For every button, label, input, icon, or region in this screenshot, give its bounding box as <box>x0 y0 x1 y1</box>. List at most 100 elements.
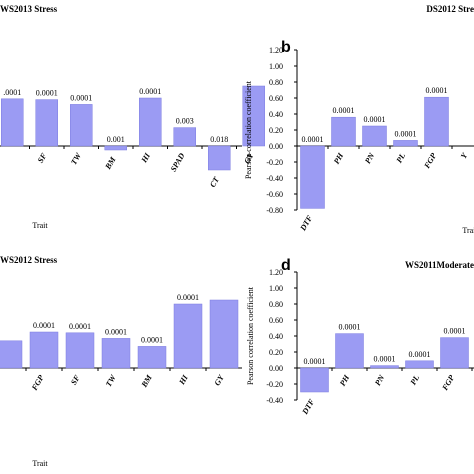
chart-d-data-label: 0.0001 <box>339 323 361 332</box>
chart-c-category-label: SF <box>69 373 82 387</box>
chart-b-category-label: Y <box>459 151 470 161</box>
chart-a-bar <box>173 127 196 147</box>
chart-d-bar <box>335 333 364 369</box>
chart-b-category-label: PL <box>395 151 408 164</box>
chart-a-data-label: 0.0001 <box>70 93 92 102</box>
chart-d-y-axis-label: Pearson correlation coefficient <box>246 286 255 385</box>
chart-d-data-label: 0.0001 <box>409 350 431 359</box>
chart-c-data-label: 0.0001 <box>69 322 91 331</box>
chart-c-bar <box>101 338 131 369</box>
chart-d-category-label: FGP <box>440 373 456 392</box>
chart-c-data-label: 0.0001 <box>141 335 163 344</box>
chart-b-panel-letter: b <box>281 39 291 56</box>
chart-c-bar <box>29 331 59 369</box>
chart-b-category-label: DTF <box>298 213 315 233</box>
chart-a-bar <box>70 104 93 147</box>
chart-b-bar <box>424 96 449 147</box>
chart-a-category-label: TW <box>69 151 83 167</box>
chart-a-data-label: 0.0001 <box>139 87 161 96</box>
chart-b-data-label: 0.0001 <box>395 129 417 138</box>
chart-d-panel-letter: d <box>281 257 291 274</box>
chart-a-bar <box>35 99 58 147</box>
chart-d-y-tick-label: 1.00 <box>269 284 283 293</box>
chart-b-y-tick-label: -0.60 <box>266 190 283 199</box>
chart-d-y-tick-label: 0.40 <box>269 332 283 341</box>
chart-d-y-tick-label: 1.20 <box>269 268 283 277</box>
chart-b-data-label: 0.0001 <box>364 115 386 124</box>
chart-b-y-tick-label: 1.00 <box>269 62 283 71</box>
chart-a-data-label: 0.003 <box>176 117 194 126</box>
chart-a-bar <box>1 98 24 147</box>
chart-d-category-label: DTF <box>300 397 317 417</box>
chart-a-bar <box>139 97 162 147</box>
chart-b-bar <box>362 125 387 147</box>
chart-b-y-tick-label: 0.00 <box>269 142 283 151</box>
chart-c-data-label: 0.0001 <box>33 321 55 330</box>
chart-b-data-label: 0.0001 <box>302 135 324 144</box>
chart-a-category-label: CT <box>208 175 221 189</box>
chart-a-data-label: 0.0001 <box>36 89 58 98</box>
chart-a-title: WS2013 Stress <box>0 4 58 14</box>
chart-d-y-tick-label: -0.20 <box>266 380 283 389</box>
chart-d-category-label: PL <box>409 373 422 386</box>
chart-a-data-label: .0001 <box>3 88 21 97</box>
chart-b-y-tick-label: -0.20 <box>266 158 283 167</box>
chart-b-y-tick-label: 0.80 <box>269 78 283 87</box>
chart-c-bar <box>173 303 203 369</box>
chart-b-y-tick-label: 0.60 <box>269 94 283 103</box>
chart-a-category-label: BM <box>103 155 118 172</box>
chart-a-bar <box>208 145 231 171</box>
chart-a-category-label: HI <box>139 151 152 165</box>
chart-c-bar <box>137 346 167 369</box>
chart-d-title: WS2011Moderate <box>405 260 474 270</box>
chart-b-category-label: PN <box>363 150 377 165</box>
chart-b-y-tick-label: -0.80 <box>266 206 283 215</box>
chart-d-bar <box>300 367 329 393</box>
chart-c-x-axis-label: Trait <box>32 459 48 468</box>
chart-d-category-label: PN <box>373 372 387 387</box>
chart-d-data-label: 0.0001 <box>444 327 466 336</box>
chart-c-category-label: GY <box>213 373 227 388</box>
chart-a-data-label: 0.001 <box>107 135 125 144</box>
chart-d-bar <box>405 360 434 369</box>
chart-c-category-label: BM <box>139 373 154 390</box>
chart-d-y-tick-label: 0.00 <box>269 364 283 373</box>
chart-c-title: WS2012 Stress <box>0 255 58 265</box>
chart-b-x-axis-label: Trait <box>462 226 474 235</box>
chart-d-y-tick-label: 0.80 <box>269 300 283 309</box>
chart-d-bar <box>440 337 469 369</box>
chart-c-category-label: TW <box>104 373 118 389</box>
chart-b-y-tick-label: 1.20 <box>269 46 283 55</box>
chart-c-data-label: 0.0001 <box>177 293 199 302</box>
chart-b-bar <box>300 145 325 209</box>
chart-d-data-label: 0.0001 <box>374 355 396 364</box>
chart-b-y-tick-label: 0.40 <box>269 110 283 119</box>
chart-c-bar <box>65 332 95 369</box>
chart-b-category-label: PH <box>332 151 346 166</box>
chart-c-bar <box>0 340 23 369</box>
chart-c-bar <box>209 299 239 369</box>
chart-b-title: DS2012 Stre <box>426 4 474 14</box>
chart-b-category-label: FGP <box>422 151 438 170</box>
chart-a-x-axis-label: Trait <box>32 221 48 230</box>
chart-c-data-label: 0.0001 <box>105 327 127 336</box>
chart-c-category-label: FGP <box>29 373 45 392</box>
chart-a-bar <box>104 145 127 151</box>
chart-b-data-label: 0.0001 <box>426 86 448 95</box>
chart-d-y-tick-label: 0.20 <box>269 348 283 357</box>
chart-a-data-label: 0.018 <box>210 135 228 144</box>
chart-d-data-label: 0.0001 <box>304 357 326 366</box>
chart-b-bar <box>393 140 418 147</box>
chart-b-bar <box>331 116 356 147</box>
chart-a-bar <box>242 85 265 147</box>
chart-b-y-tick-label: -0.40 <box>266 174 283 183</box>
chart-c-category-label: HI <box>177 373 190 387</box>
chart-a-category-label: SPAD <box>169 151 187 173</box>
chart-b-y-tick-label: 0.20 <box>269 126 283 135</box>
chart-d-y-tick-label: -0.40 <box>266 396 283 405</box>
chart-d-category-label: PH <box>338 373 352 388</box>
chart-b-y-axis-label: Pearson correlation coefficient <box>244 80 253 179</box>
chart-d-y-tick-label: 0.60 <box>269 316 283 325</box>
chart-d-bar <box>370 365 399 369</box>
